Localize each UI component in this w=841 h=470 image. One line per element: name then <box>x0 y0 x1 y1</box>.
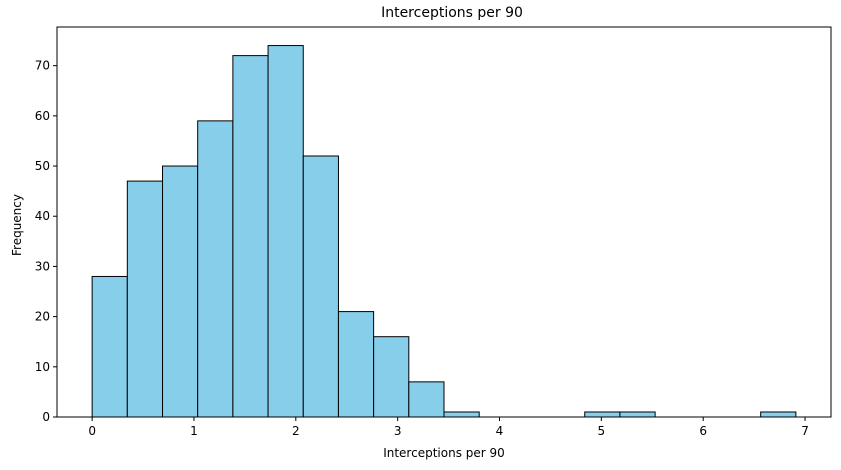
y-tick-label-4: 40 <box>35 209 50 223</box>
histogram-bar-4 <box>232 55 269 418</box>
x-tick-label-4: 4 <box>496 424 504 438</box>
x-axis-label: Interceptions per 90 <box>383 446 505 460</box>
histogram-bar-14 <box>584 411 621 418</box>
histogram-bar-9 <box>408 381 445 418</box>
x-tick-label-7: 7 <box>801 424 809 438</box>
bars-group <box>91 45 797 418</box>
x-tick-label-2: 2 <box>292 424 300 438</box>
histogram-bar-19 <box>760 411 797 418</box>
chart-title: Interceptions per 90 <box>381 5 523 21</box>
histogram-bar-7 <box>337 311 375 418</box>
x-tick-label-0: 0 <box>88 424 96 438</box>
histogram-bar-10 <box>443 411 480 418</box>
y-axis-label: Frequency <box>10 194 24 256</box>
y-tick-label-5: 50 <box>35 159 50 173</box>
histogram-bar-0 <box>91 275 128 418</box>
plot-frame <box>56 26 832 418</box>
y-tick-label-7: 70 <box>35 59 50 73</box>
histogram-bar-15 <box>619 411 656 418</box>
x-tick-label-6: 6 <box>699 424 707 438</box>
y-tick-label-1: 10 <box>35 360 50 374</box>
y-axis-ticks: 0 10 20 30 40 50 60 70 <box>35 59 57 424</box>
histogram-bar-8 <box>373 336 410 418</box>
histogram-bar-5 <box>267 45 304 418</box>
y-tick-label-2: 20 <box>35 310 50 324</box>
x-tick-label-1: 1 <box>190 424 198 438</box>
histogram-bar-3 <box>197 120 234 418</box>
y-tick-label-6: 60 <box>35 109 50 123</box>
y-tick-label-0: 0 <box>42 410 50 424</box>
x-tick-label-5: 5 <box>598 424 606 438</box>
x-tick-label-3: 3 <box>394 424 402 438</box>
histogram-bar-2 <box>162 165 199 418</box>
y-tick-label-3: 30 <box>35 259 50 273</box>
x-axis-ticks: 0 1 2 3 4 5 6 7 <box>88 417 809 438</box>
histogram-bar-6 <box>302 155 339 418</box>
histogram-bar-1 <box>126 180 164 418</box>
